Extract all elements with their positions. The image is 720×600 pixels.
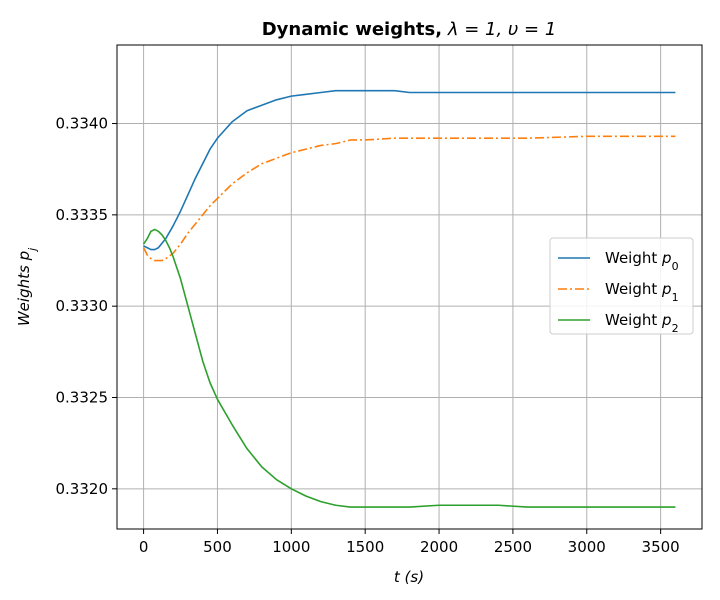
x-tick-label: 500 <box>203 538 232 556</box>
y-axis-label-main: Weights p <box>15 251 33 326</box>
series-line-2 <box>142 228 676 508</box>
y-tick-label: 0.3340 <box>56 115 109 133</box>
series-line-0 <box>143 89 676 251</box>
series-line-1 <box>142 135 676 262</box>
legend-label-2: Weight p2 <box>605 311 679 335</box>
x-tick-label: 0 <box>139 538 149 556</box>
x-tick-label: 3500 <box>642 538 680 556</box>
legend-box <box>549 237 694 335</box>
y-axis-label: Weights pj <box>15 247 39 326</box>
x-tick-label: 3000 <box>568 538 606 556</box>
x-tick-label: 2000 <box>420 538 458 556</box>
x-axis: 0 500 1000 1500 2000 2500 3000 3500 <box>139 529 680 556</box>
y-tick-label: 0.3330 <box>56 297 109 315</box>
x-axis-label: t (s) <box>394 568 424 586</box>
legend-label-1: Weight p1 <box>605 280 679 304</box>
y-axis: 0.3320 0.3325 0.3330 0.3335 0.3340 <box>56 115 117 498</box>
y-tick-label: 0.3325 <box>56 388 109 406</box>
legend-label-0: Weight p0 <box>605 249 679 273</box>
y-tick-label: 0.3335 <box>56 206 109 224</box>
axes-frame <box>116 44 703 530</box>
y-axis-label-sub: j <box>26 247 39 253</box>
x-tick-label: 1500 <box>346 538 384 556</box>
y-tick-label: 0.3320 <box>56 480 109 498</box>
legend: Weight p0 Weight p1 Weight p2 <box>549 237 694 335</box>
series-group <box>142 89 676 508</box>
x-tick-label: 2500 <box>494 538 532 556</box>
x-tick-label: 1000 <box>272 538 310 556</box>
chart-title: Dynamic weights, λ = 1, υ = 1 <box>262 19 557 40</box>
